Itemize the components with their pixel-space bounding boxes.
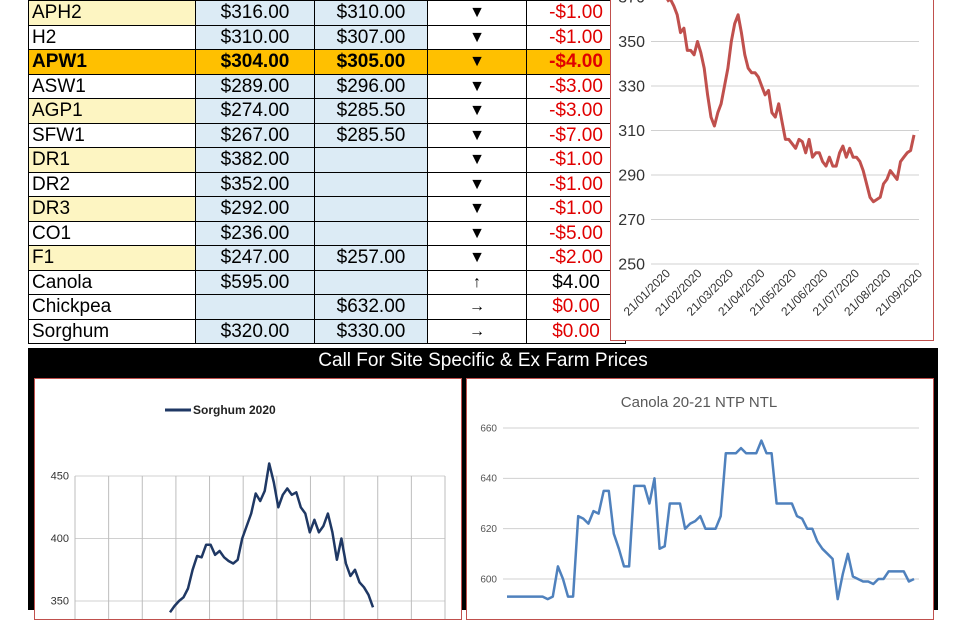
price-1: $382.00 xyxy=(196,148,315,173)
trend-icon: ↑ xyxy=(428,270,527,295)
grade-name: Sorghum xyxy=(29,319,196,344)
price-2: $296.00 xyxy=(315,74,428,99)
canola-chart: 600 620 640 660 Canola 20-21 NTP NTL xyxy=(467,379,933,619)
price-row: ASW1$289.00$296.00▼-$3.00 xyxy=(29,74,626,99)
trend-icon: ▼ xyxy=(428,1,527,26)
canola-chart-panel: 600 620 640 660 Canola 20-21 NTP NTL xyxy=(466,378,934,620)
y-tick-label: 450 xyxy=(51,471,69,483)
price-row: APH2$316.00$310.00▼-$1.00 xyxy=(29,1,626,26)
price-1: $304.00 xyxy=(196,50,315,75)
y-tick-label: 600 xyxy=(480,574,497,585)
y-tick-label: 660 xyxy=(480,423,497,434)
y-tick-label: 330 xyxy=(618,78,645,95)
price-row: Sorghum$320.00$330.00→$0.00 xyxy=(29,319,626,344)
trend-icon: ▼ xyxy=(428,99,527,124)
price-row: F1$247.00$257.00▼-$2.00 xyxy=(29,246,626,271)
price-2 xyxy=(315,172,428,197)
trend-icon: ▼ xyxy=(428,246,527,271)
y-tick-label: 350 xyxy=(618,34,645,51)
price-1: $247.00 xyxy=(196,246,315,271)
price-row: DR2$352.00▼-$1.00 xyxy=(29,172,626,197)
series-line xyxy=(507,441,914,599)
price-1: $236.00 xyxy=(196,221,315,246)
price-2: $285.50 xyxy=(315,99,428,124)
price-1: $292.00 xyxy=(196,197,315,222)
grade-name: CO1 xyxy=(29,221,196,246)
price-1: $274.00 xyxy=(196,99,315,124)
price-2 xyxy=(315,270,428,295)
price-row: CO1$236.00▼-$5.00 xyxy=(29,221,626,246)
grade-name: DR1 xyxy=(29,148,196,173)
price-2 xyxy=(315,148,428,173)
grade-name: Canola xyxy=(29,270,196,295)
y-tick-label: 640 xyxy=(480,474,497,485)
grade-name: AGP1 xyxy=(29,99,196,124)
price-1 xyxy=(196,295,315,320)
price-row: Canola$595.00↑$4.00 xyxy=(29,270,626,295)
y-tick-label: 290 xyxy=(618,167,645,184)
price-2 xyxy=(315,197,428,222)
grade-name: F1 xyxy=(29,246,196,271)
grade-name: Chickpea xyxy=(29,295,196,320)
trend-icon: ▼ xyxy=(428,25,527,50)
price-2: $305.00 xyxy=(315,50,428,75)
grade-name: APH2 xyxy=(29,1,196,26)
price-1: $310.00 xyxy=(196,25,315,50)
legend-label: Sorghum 2020 xyxy=(193,403,276,417)
price-row: DR1$382.00▼-$1.00 xyxy=(29,148,626,173)
grade-name: APW1 xyxy=(29,50,196,75)
y-tick-label: 620 xyxy=(480,524,497,535)
y-tick-label: 250 xyxy=(618,256,645,273)
sorghum-chart: 350 400 450 Sorghum 2020 xyxy=(35,379,461,619)
price-2 xyxy=(315,221,428,246)
top-price-chart-panel: 25027029031033035037021/01/202021/02/202… xyxy=(610,0,934,341)
price-2: $257.00 xyxy=(315,246,428,271)
price-2: $307.00 xyxy=(315,25,428,50)
chart-title: Canola 20-21 NTP NTL xyxy=(621,394,777,411)
top-price-chart: 25027029031033035037021/01/202021/02/202… xyxy=(611,0,933,340)
y-tick-label: 350 xyxy=(51,596,69,608)
grade-name: ASW1 xyxy=(29,74,196,99)
sorghum-chart-panel: 350 400 450 Sorghum 2020 xyxy=(34,378,462,620)
price-1: $595.00 xyxy=(196,270,315,295)
price-1: $320.00 xyxy=(196,319,315,344)
price-row: Chickpea$632.00→$0.00 xyxy=(29,295,626,320)
series-line xyxy=(170,464,373,613)
price-2: $310.00 xyxy=(315,1,428,26)
y-tick-label: 370 xyxy=(618,0,645,6)
trend-icon: ▼ xyxy=(428,221,527,246)
price-row: AGP1$274.00$285.50▼-$3.00 xyxy=(29,99,626,124)
price-2: $330.00 xyxy=(315,319,428,344)
price-2: $285.50 xyxy=(315,123,428,148)
trend-icon: ▼ xyxy=(428,74,527,99)
grade-name: SFW1 xyxy=(29,123,196,148)
y-tick-label: 310 xyxy=(618,123,645,140)
site-specific-banner: Call For Site Specific & Ex Farm Prices xyxy=(28,348,938,374)
price-row: DR3$292.00▼-$1.00 xyxy=(29,197,626,222)
price-1: $352.00 xyxy=(196,172,315,197)
trend-icon: ▼ xyxy=(428,172,527,197)
price-2: $632.00 xyxy=(315,295,428,320)
price-row: APW1$304.00$305.00▼-$4.00 xyxy=(29,50,626,75)
trend-icon: ▼ xyxy=(428,148,527,173)
price-row: SFW1$267.00$285.50▼-$7.00 xyxy=(29,123,626,148)
grade-name: DR2 xyxy=(29,172,196,197)
series-line xyxy=(667,0,914,202)
trend-icon: → xyxy=(428,295,527,320)
price-1: $289.00 xyxy=(196,74,315,99)
trend-icon: ▼ xyxy=(428,50,527,75)
grade-name: DR3 xyxy=(29,197,196,222)
trend-icon: ▼ xyxy=(428,197,527,222)
price-1: $267.00 xyxy=(196,123,315,148)
y-tick-label: 270 xyxy=(618,212,645,229)
price-row: H2$310.00$307.00▼-$1.00 xyxy=(29,25,626,50)
grade-name: H2 xyxy=(29,25,196,50)
y-tick-label: 400 xyxy=(51,533,69,545)
trend-icon: ▼ xyxy=(428,123,527,148)
price-1: $316.00 xyxy=(196,1,315,26)
trend-icon: → xyxy=(428,319,527,344)
